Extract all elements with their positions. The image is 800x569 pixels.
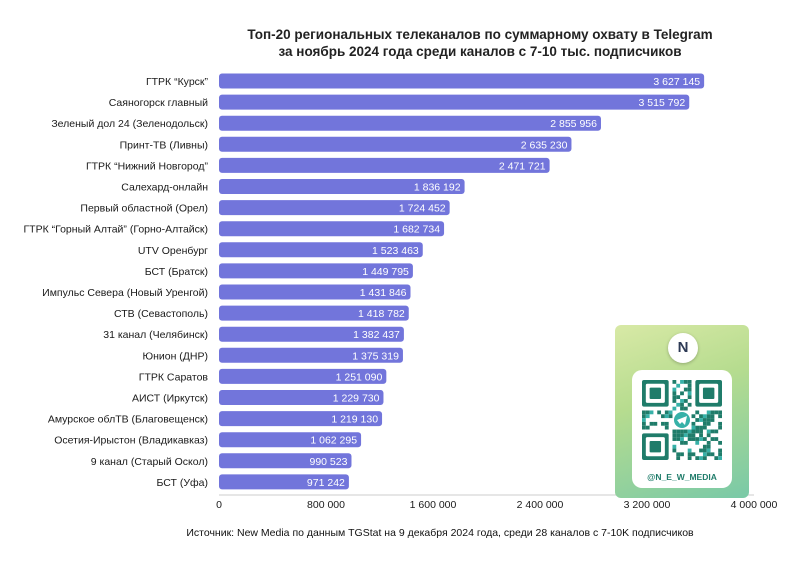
category-label: Саяногорск главный xyxy=(109,97,208,109)
category-label: АИСТ (Иркутск) xyxy=(132,393,208,405)
category-label: ГТРК “Горный Алтай” (Горно-Алтайск) xyxy=(23,224,208,236)
chart-title-line-2: за ноябрь 2024 года среди каналов с 7-10… xyxy=(278,44,682,59)
category-label: Принт-ТВ (Ливны) xyxy=(120,139,208,151)
category-label: Первый областной (Орел) xyxy=(80,203,208,215)
bar-value-label: 1 682 734 xyxy=(393,224,440,236)
category-label: ГТРК “Курск” xyxy=(146,76,209,88)
category-label: Амурское облТВ (Благовещенск) xyxy=(48,414,208,426)
bar xyxy=(219,411,383,427)
new-media-logo: N xyxy=(668,333,698,371)
bar-value-label: 971 242 xyxy=(307,477,345,489)
bar-value-label: 3 627 145 xyxy=(653,76,700,88)
bar-value-label: 1 062 295 xyxy=(310,435,357,447)
bar xyxy=(219,263,413,279)
category-label: ГТРК Саратов xyxy=(139,371,209,383)
category-label: 9 канал (Старый Оскол) xyxy=(91,456,208,468)
bar-value-label: 2 855 956 xyxy=(550,118,597,130)
bar xyxy=(219,474,349,490)
bar xyxy=(219,305,409,321)
bar-value-label: 1 382 437 xyxy=(353,329,400,341)
bar xyxy=(219,242,423,258)
x-tick-label: 4 000 000 xyxy=(731,499,778,511)
category-label: Юнион (ДНР) xyxy=(142,350,208,362)
bar xyxy=(219,326,404,342)
chart-title: Топ-20 региональных телеканалов по сумма… xyxy=(150,26,800,60)
category-label: БСТ (Братск) xyxy=(145,266,208,278)
bar xyxy=(219,390,384,405)
bar-value-label: 1 251 090 xyxy=(336,371,383,383)
bar-value-label: 1 724 452 xyxy=(399,203,446,215)
bar-value-label: 990 523 xyxy=(310,456,348,468)
category-label: Осетия-Ирыстон (Владикавказ) xyxy=(54,435,208,447)
qr-panel: @N_E_W_MEDIA xyxy=(632,370,732,488)
bar xyxy=(219,94,690,110)
x-tick-label: 1 600 000 xyxy=(410,499,457,511)
bar-value-label: 1 219 130 xyxy=(331,414,378,426)
bar xyxy=(219,136,572,152)
bar xyxy=(219,157,550,173)
x-tick-label: 3 200 000 xyxy=(624,499,671,511)
category-label: Импульс Севера (Новый Уренгой) xyxy=(42,287,208,299)
bar xyxy=(219,115,601,131)
qr-card[interactable]: N @N_E_W_MEDIA xyxy=(615,325,749,498)
bar-value-label: 1 431 846 xyxy=(360,287,407,299)
category-label: UTV Оренбург xyxy=(138,245,208,257)
category-label: Зеленый дол 24 (Зеленодольск) xyxy=(51,118,208,130)
qr-code-icon xyxy=(642,380,722,460)
bar xyxy=(219,73,705,89)
bar-value-label: 1 418 782 xyxy=(358,308,405,320)
category-label: ГТРК “Нижний Новгород” xyxy=(86,160,209,172)
bar xyxy=(219,453,352,469)
chart-title-line-1: Топ-20 региональных телеканалов по сумма… xyxy=(247,27,713,42)
bar-value-label: 3 515 792 xyxy=(639,97,686,109)
bar-value-label: 1 836 192 xyxy=(414,182,461,194)
bar-value-label: 1 449 795 xyxy=(362,266,409,278)
x-tick-label: 0 xyxy=(216,499,222,511)
category-label: СТВ (Севастополь) xyxy=(114,308,208,320)
qr-handle: @N_E_W_MEDIA xyxy=(647,472,717,482)
bar xyxy=(219,347,403,363)
bar xyxy=(219,284,411,300)
bar-value-label: 2 635 230 xyxy=(521,139,568,151)
source-note: Источник: New Media по данным TGStat на … xyxy=(186,527,694,539)
bar xyxy=(219,221,445,237)
category-label: Салехард-онлайн xyxy=(121,182,208,194)
bar-value-label: 1 375 319 xyxy=(352,350,399,362)
bar xyxy=(219,368,387,384)
x-tick-label: 800 000 xyxy=(307,499,345,511)
category-label: 31 канал (Челябинск) xyxy=(103,329,208,341)
x-tick-label: 2 400 000 xyxy=(517,499,564,511)
category-label: БСТ (Уфа) xyxy=(157,477,208,489)
bar xyxy=(219,432,362,448)
bar-value-label: 1 523 463 xyxy=(372,245,419,257)
bar xyxy=(219,179,465,194)
bar-value-label: 2 471 721 xyxy=(499,160,546,172)
bar-value-label: 1 229 730 xyxy=(333,393,380,405)
bar xyxy=(219,200,450,216)
